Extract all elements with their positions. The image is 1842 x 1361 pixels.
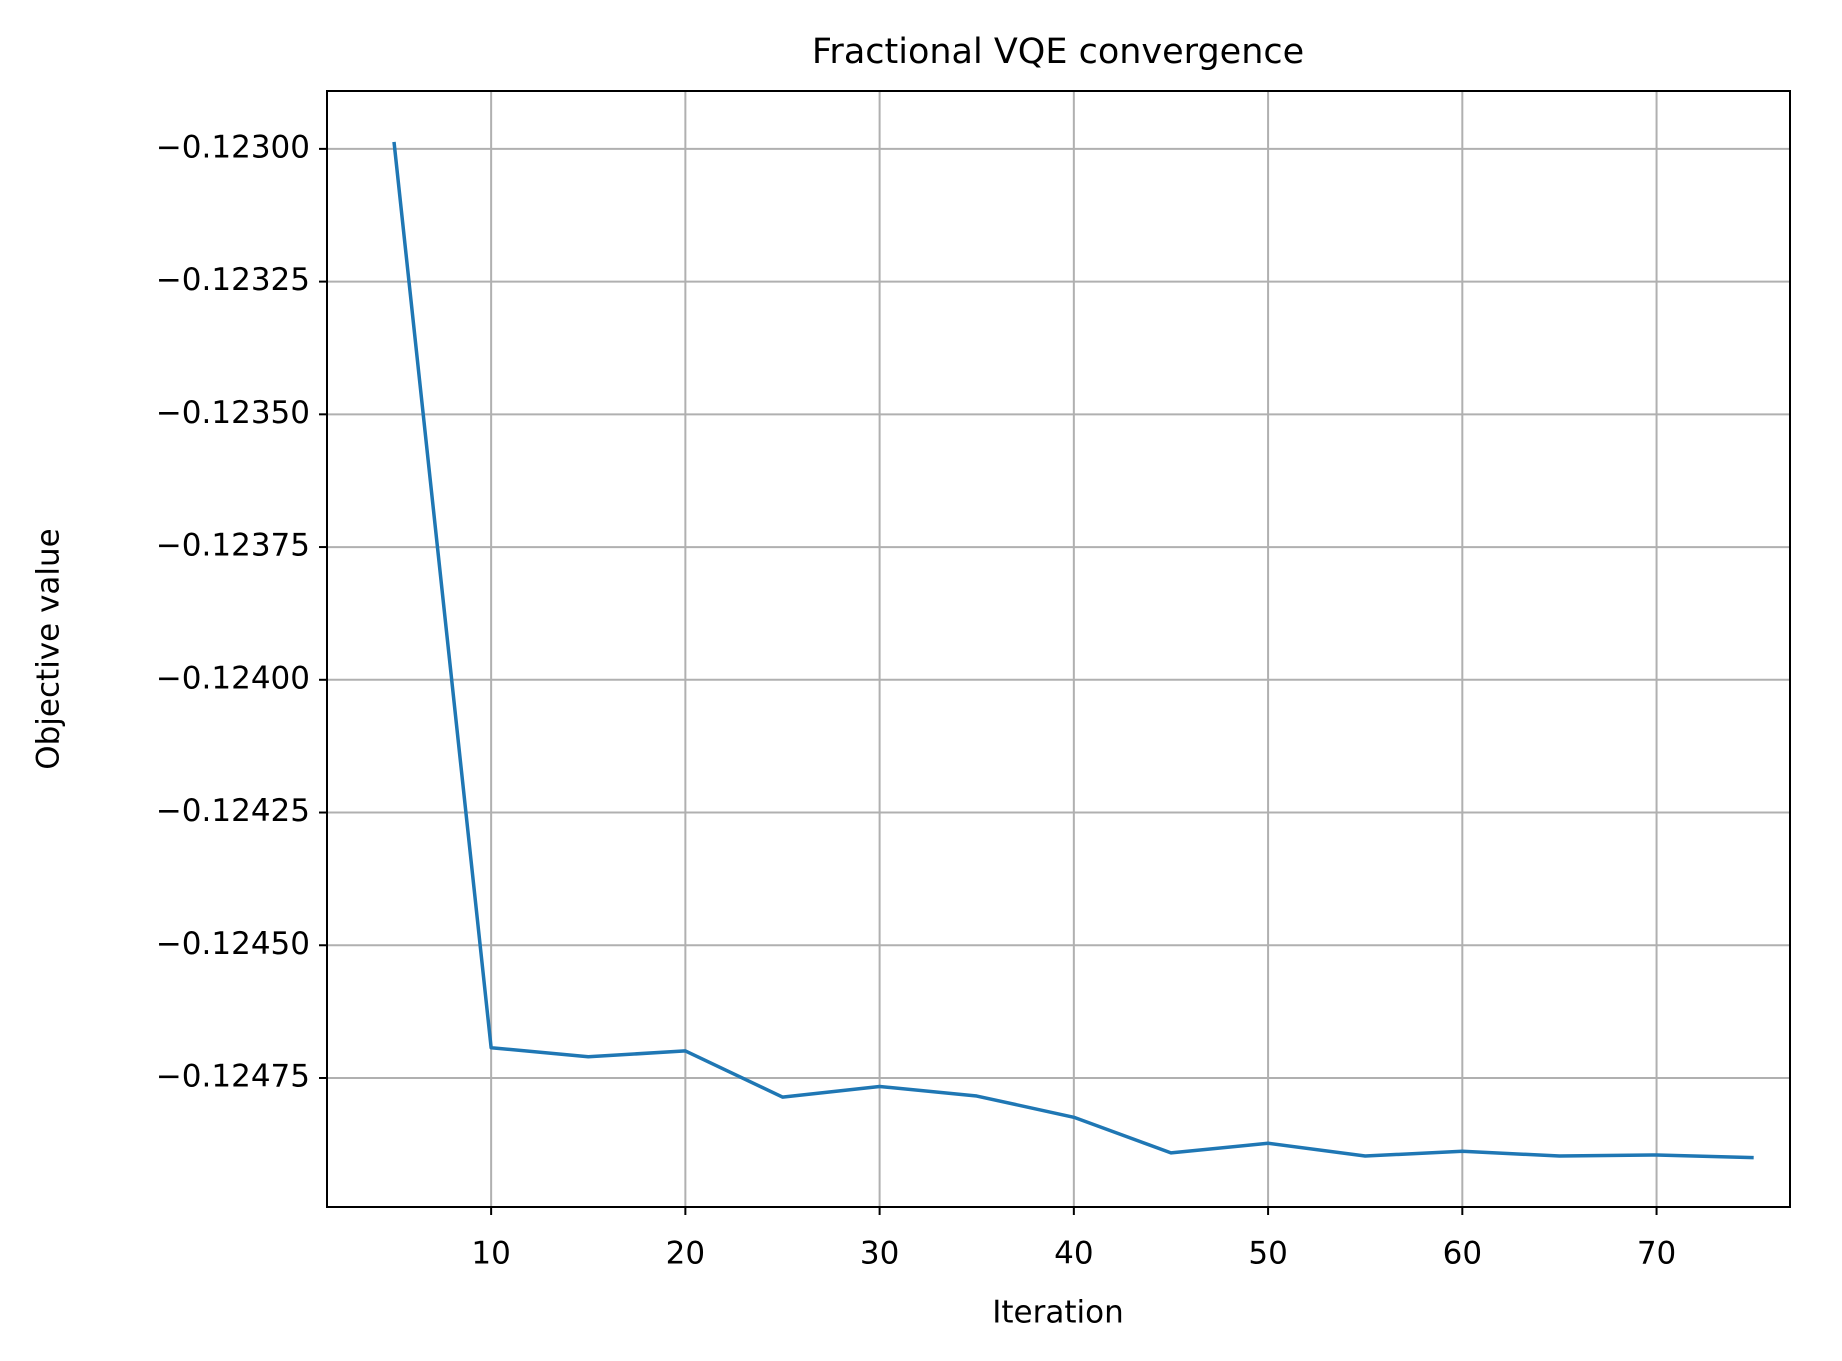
x-tick-label: 50 (1248, 1236, 1287, 1272)
x-tick-label: 40 (1054, 1236, 1093, 1272)
y-tick-label: −0.12400 (156, 660, 310, 696)
y-tick-label: −0.12350 (156, 395, 310, 431)
data-line (392, 141, 1754, 1160)
x-axis-label: Iteration (992, 1295, 1124, 1331)
plot-frame (326, 90, 1791, 1208)
x-tick-label: 70 (1637, 1236, 1676, 1272)
y-tick-label: −0.12375 (156, 528, 310, 564)
y-tick-label: −0.12475 (156, 1058, 310, 1094)
y-tick-label: −0.12300 (156, 129, 310, 165)
x-tick-label: 60 (1443, 1236, 1482, 1272)
chart-title: Fractional VQE convergence (812, 32, 1304, 72)
y-tick-label: −0.12450 (156, 926, 310, 962)
x-tick-label: 30 (860, 1236, 899, 1272)
x-tick-label: 10 (471, 1236, 510, 1272)
y-tick-label: −0.12325 (156, 262, 310, 298)
y-axis-label: Objective value (31, 528, 67, 770)
x-tick-label: 20 (666, 1236, 705, 1272)
y-tick-label: −0.12425 (156, 793, 310, 829)
